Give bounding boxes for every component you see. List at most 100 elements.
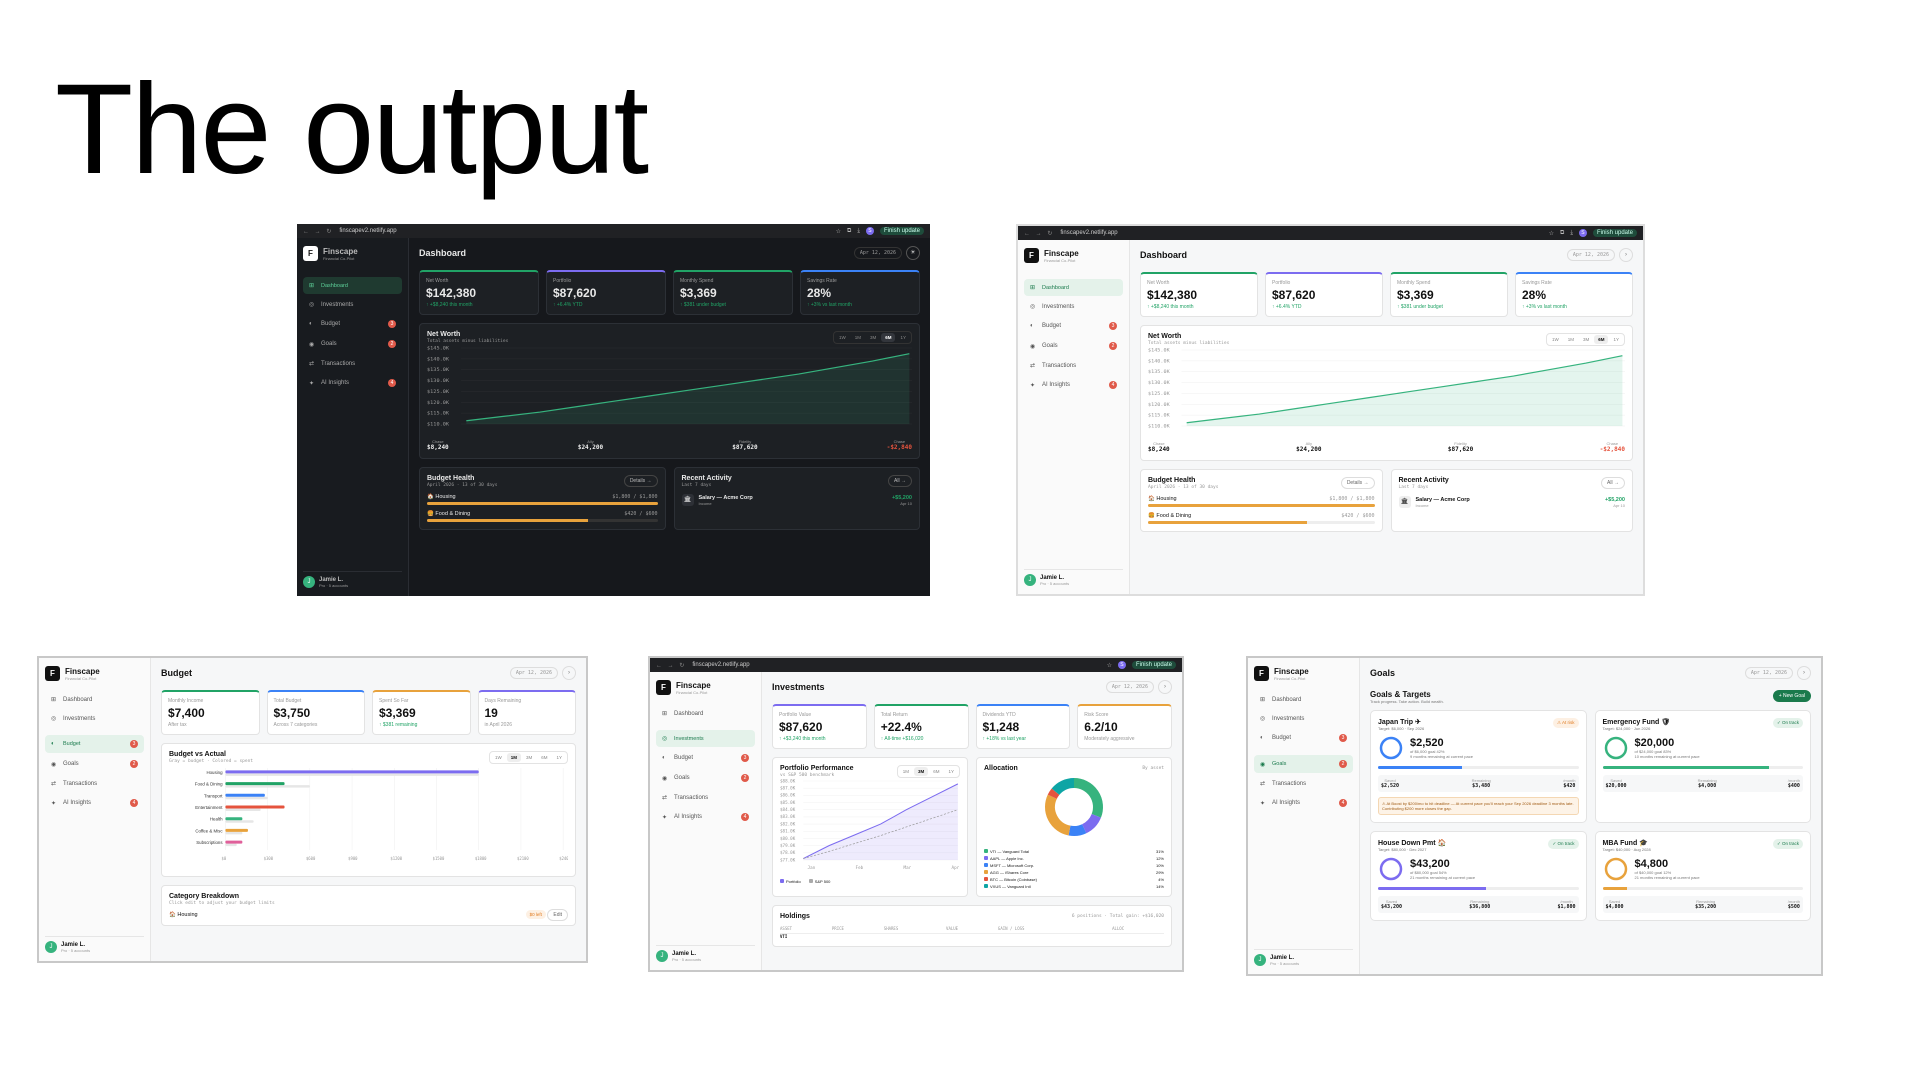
details-button[interactable]: Details → (1340, 477, 1375, 489)
sidebar-item-ai-insights[interactable]: ✦ AI Insights 4 (303, 374, 402, 392)
browser-nav-icons[interactable]: ← → ↻ (1024, 230, 1055, 237)
range-selector[interactable]: 1W 1M 3M 6M 1Y (1545, 333, 1625, 346)
range-option[interactable]: 3M (1582, 337, 1590, 342)
range-option[interactable]: 6M (541, 755, 548, 760)
date-pill[interactable]: Apr 12, 2026 (853, 247, 902, 259)
range-option[interactable]: 1M (506, 753, 521, 762)
column-header[interactable]: ASSET (780, 924, 832, 934)
column-header[interactable]: SHARES (883, 924, 947, 934)
brand[interactable]: F Finscape Financial Co-Pilot (656, 680, 755, 695)
edit-button[interactable]: Edit (547, 909, 568, 921)
theme-toggle-icon[interactable]: ☀ (906, 246, 920, 260)
activity-item[interactable]: 🏛 Salary — Acme Corp Income +$5,200 Apr 10 (681, 494, 912, 506)
column-header[interactable]: PRICE (831, 924, 884, 934)
sidebar-item-dashboard[interactable]: ⊞ Dashboard (45, 691, 144, 708)
sidebar-item-investments[interactable]: ◎ Investments (656, 730, 755, 747)
sidebar-item-transactions[interactable]: ⇄ Transactions (656, 789, 755, 806)
date-pill[interactable]: Apr 12, 2026 (1744, 667, 1793, 679)
range-selector[interactable]: 1W 1M 3M 6M 1Y (832, 331, 912, 344)
download-icon[interactable]: ⤓ (1570, 229, 1573, 236)
chevron-right-icon[interactable]: › (1797, 666, 1811, 680)
sidebar-item-investments[interactable]: ◎ Investments (1024, 298, 1123, 315)
profile-avatar[interactable]: S (1117, 661, 1126, 669)
extensions-icon[interactable]: ⧉ (847, 227, 852, 234)
finish-update-button[interactable]: Finish update (879, 227, 924, 235)
sidebar-item-ai-insights[interactable]: ✦ AI Insights 4 (45, 794, 144, 812)
url-bar[interactable]: finscapev2.netlify.app (692, 662, 750, 668)
sidebar-item-transactions[interactable]: ⇄ Transactions (1254, 775, 1353, 792)
user-profile[interactable]: J Jamie L. Pro · 5 accounts (1024, 569, 1123, 586)
range-option[interactable]: 3M (525, 755, 533, 760)
sidebar-item-investments[interactable]: ◎ Investments (45, 710, 144, 727)
activity-item[interactable]: 🏛 Salary — Acme Corp Income +$5,200 Apr 10 (1398, 496, 1625, 508)
range-option[interactable]: 6M (1594, 335, 1609, 344)
all-button[interactable]: All → (1601, 477, 1625, 489)
user-profile[interactable]: J Jamie L. Pro · 5 accounts (656, 945, 755, 962)
chevron-right-icon[interactable]: › (1158, 680, 1172, 694)
sidebar-item-goals[interactable]: ◉ Goals 2 (45, 755, 144, 773)
sidebar-item-ai-insights[interactable]: ✦ AI Insights 4 (1254, 794, 1353, 812)
range-selector[interactable]: 1M 3M 6M 1Y (896, 765, 960, 778)
sidebar-item-budget[interactable]: ◐ Budget 3 (1024, 317, 1123, 335)
range-option[interactable]: 3M (913, 767, 929, 776)
sidebar-item-transactions[interactable]: ⇄ Transactions (1024, 357, 1123, 374)
sidebar-item-dashboard[interactable]: ⊞ Dashboard (303, 277, 402, 294)
range-option[interactable]: 3M (869, 335, 877, 340)
chevron-right-icon[interactable]: › (562, 666, 576, 680)
brand[interactable]: F Finscape Financial Co-Pilot (1024, 248, 1123, 263)
budget-line[interactable]: 🏠 Housing $1,800 / $1,800 (1148, 496, 1375, 502)
range-option[interactable]: 1W (1551, 337, 1559, 342)
sidebar-item-goals[interactable]: ◉ Goals 2 (303, 335, 402, 353)
range-option[interactable]: 1Y (556, 755, 562, 760)
column-header[interactable]: ALLOC (1112, 924, 1164, 934)
sidebar-item-budget[interactable]: ◐ Budget 3 (303, 315, 402, 333)
sidebar-item-goals[interactable]: ◉ Goals 2 (1254, 755, 1353, 773)
all-button[interactable]: All → (888, 475, 912, 487)
details-button[interactable]: Details → (623, 475, 658, 487)
sidebar-item-investments[interactable]: ◎ Investments (1254, 710, 1353, 727)
browser-nav-icons[interactable]: ← → ↻ (303, 228, 334, 235)
star-icon[interactable]: ☆ (1106, 662, 1112, 669)
download-icon[interactable]: ⤓ (857, 227, 860, 234)
extensions-icon[interactable]: ⧉ (1560, 229, 1565, 236)
sidebar-item-transactions[interactable]: ⇄ Transactions (303, 355, 402, 372)
goal-card[interactable]: MBA Fund 🎓 Target: $40,000 · Aug 2028 ✓ On… (1594, 831, 1811, 921)
sidebar-item-goals[interactable]: ◉ Goals 2 (656, 769, 755, 787)
brand[interactable]: F Finscape Financial Co-Pilot (45, 666, 144, 681)
brand[interactable]: F Finscape Financial Co-Pilot (303, 246, 402, 261)
goal-card[interactable]: House Down Pmt 🏠 Target: $80,000 · Dec 20… (1370, 831, 1587, 921)
range-option[interactable]: 1W (838, 335, 846, 340)
range-option[interactable]: 1M (902, 769, 909, 774)
new-goal-button[interactable]: + New Goal (1772, 690, 1811, 702)
user-profile[interactable]: J Jamie L. Pro · 5 accounts (303, 571, 402, 588)
brand[interactable]: F Finscape Financial Co-Pilot (1254, 666, 1353, 681)
chevron-right-icon[interactable]: › (1619, 248, 1633, 262)
goal-card[interactable]: Japan Trip ✈ Target: $6,000 · Sep 2026 ⚠ A… (1370, 710, 1587, 823)
browser-nav-icons[interactable]: ← → ↻ (656, 662, 687, 669)
sidebar-item-ai-insights[interactable]: ✦ AI Insights 4 (656, 808, 755, 826)
budget-line[interactable]: 🍔 Food & Dining $420 / $600 (1148, 513, 1375, 519)
sidebar-item-dashboard[interactable]: ⊞ Dashboard (1254, 691, 1353, 708)
column-header[interactable]: GAIN / LOSS (997, 924, 1113, 934)
sidebar-item-budget[interactable]: ◐ Budget 3 (45, 735, 144, 753)
sidebar-item-dashboard[interactable]: ⊞ Dashboard (656, 705, 755, 722)
sidebar-item-budget[interactable]: ◐ Budget 3 (1254, 729, 1353, 747)
range-option[interactable]: 6M (933, 769, 940, 774)
star-icon[interactable]: ☆ (1548, 230, 1555, 237)
range-option[interactable]: 1Y (948, 769, 954, 774)
profile-avatar[interactable]: S (1578, 229, 1587, 237)
sidebar-item-budget[interactable]: ◐ Budget 3 (656, 749, 755, 767)
sidebar-item-investments[interactable]: ◎ Investments (303, 296, 402, 313)
user-profile[interactable]: J Jamie L. Pro · 5 accounts (45, 936, 144, 953)
holding-asset[interactable]: VTI (780, 934, 788, 939)
range-option[interactable]: 1M (1567, 337, 1574, 342)
range-option[interactable]: 1W (494, 755, 502, 760)
date-pill[interactable]: Apr 12, 2026 (1566, 249, 1615, 261)
date-pill[interactable]: Apr 12, 2026 (1105, 681, 1154, 693)
range-option[interactable]: 1Y (1613, 337, 1619, 342)
finish-update-button[interactable]: Finish update (1131, 661, 1176, 669)
budget-line[interactable]: 🍔 Food & Dining $420 / $600 (427, 511, 658, 517)
range-option[interactable]: 1Y (900, 335, 906, 340)
url-bar[interactable]: finscapev2.netlify.app (1060, 230, 1118, 236)
sidebar-item-goals[interactable]: ◉ Goals 2 (1024, 337, 1123, 355)
